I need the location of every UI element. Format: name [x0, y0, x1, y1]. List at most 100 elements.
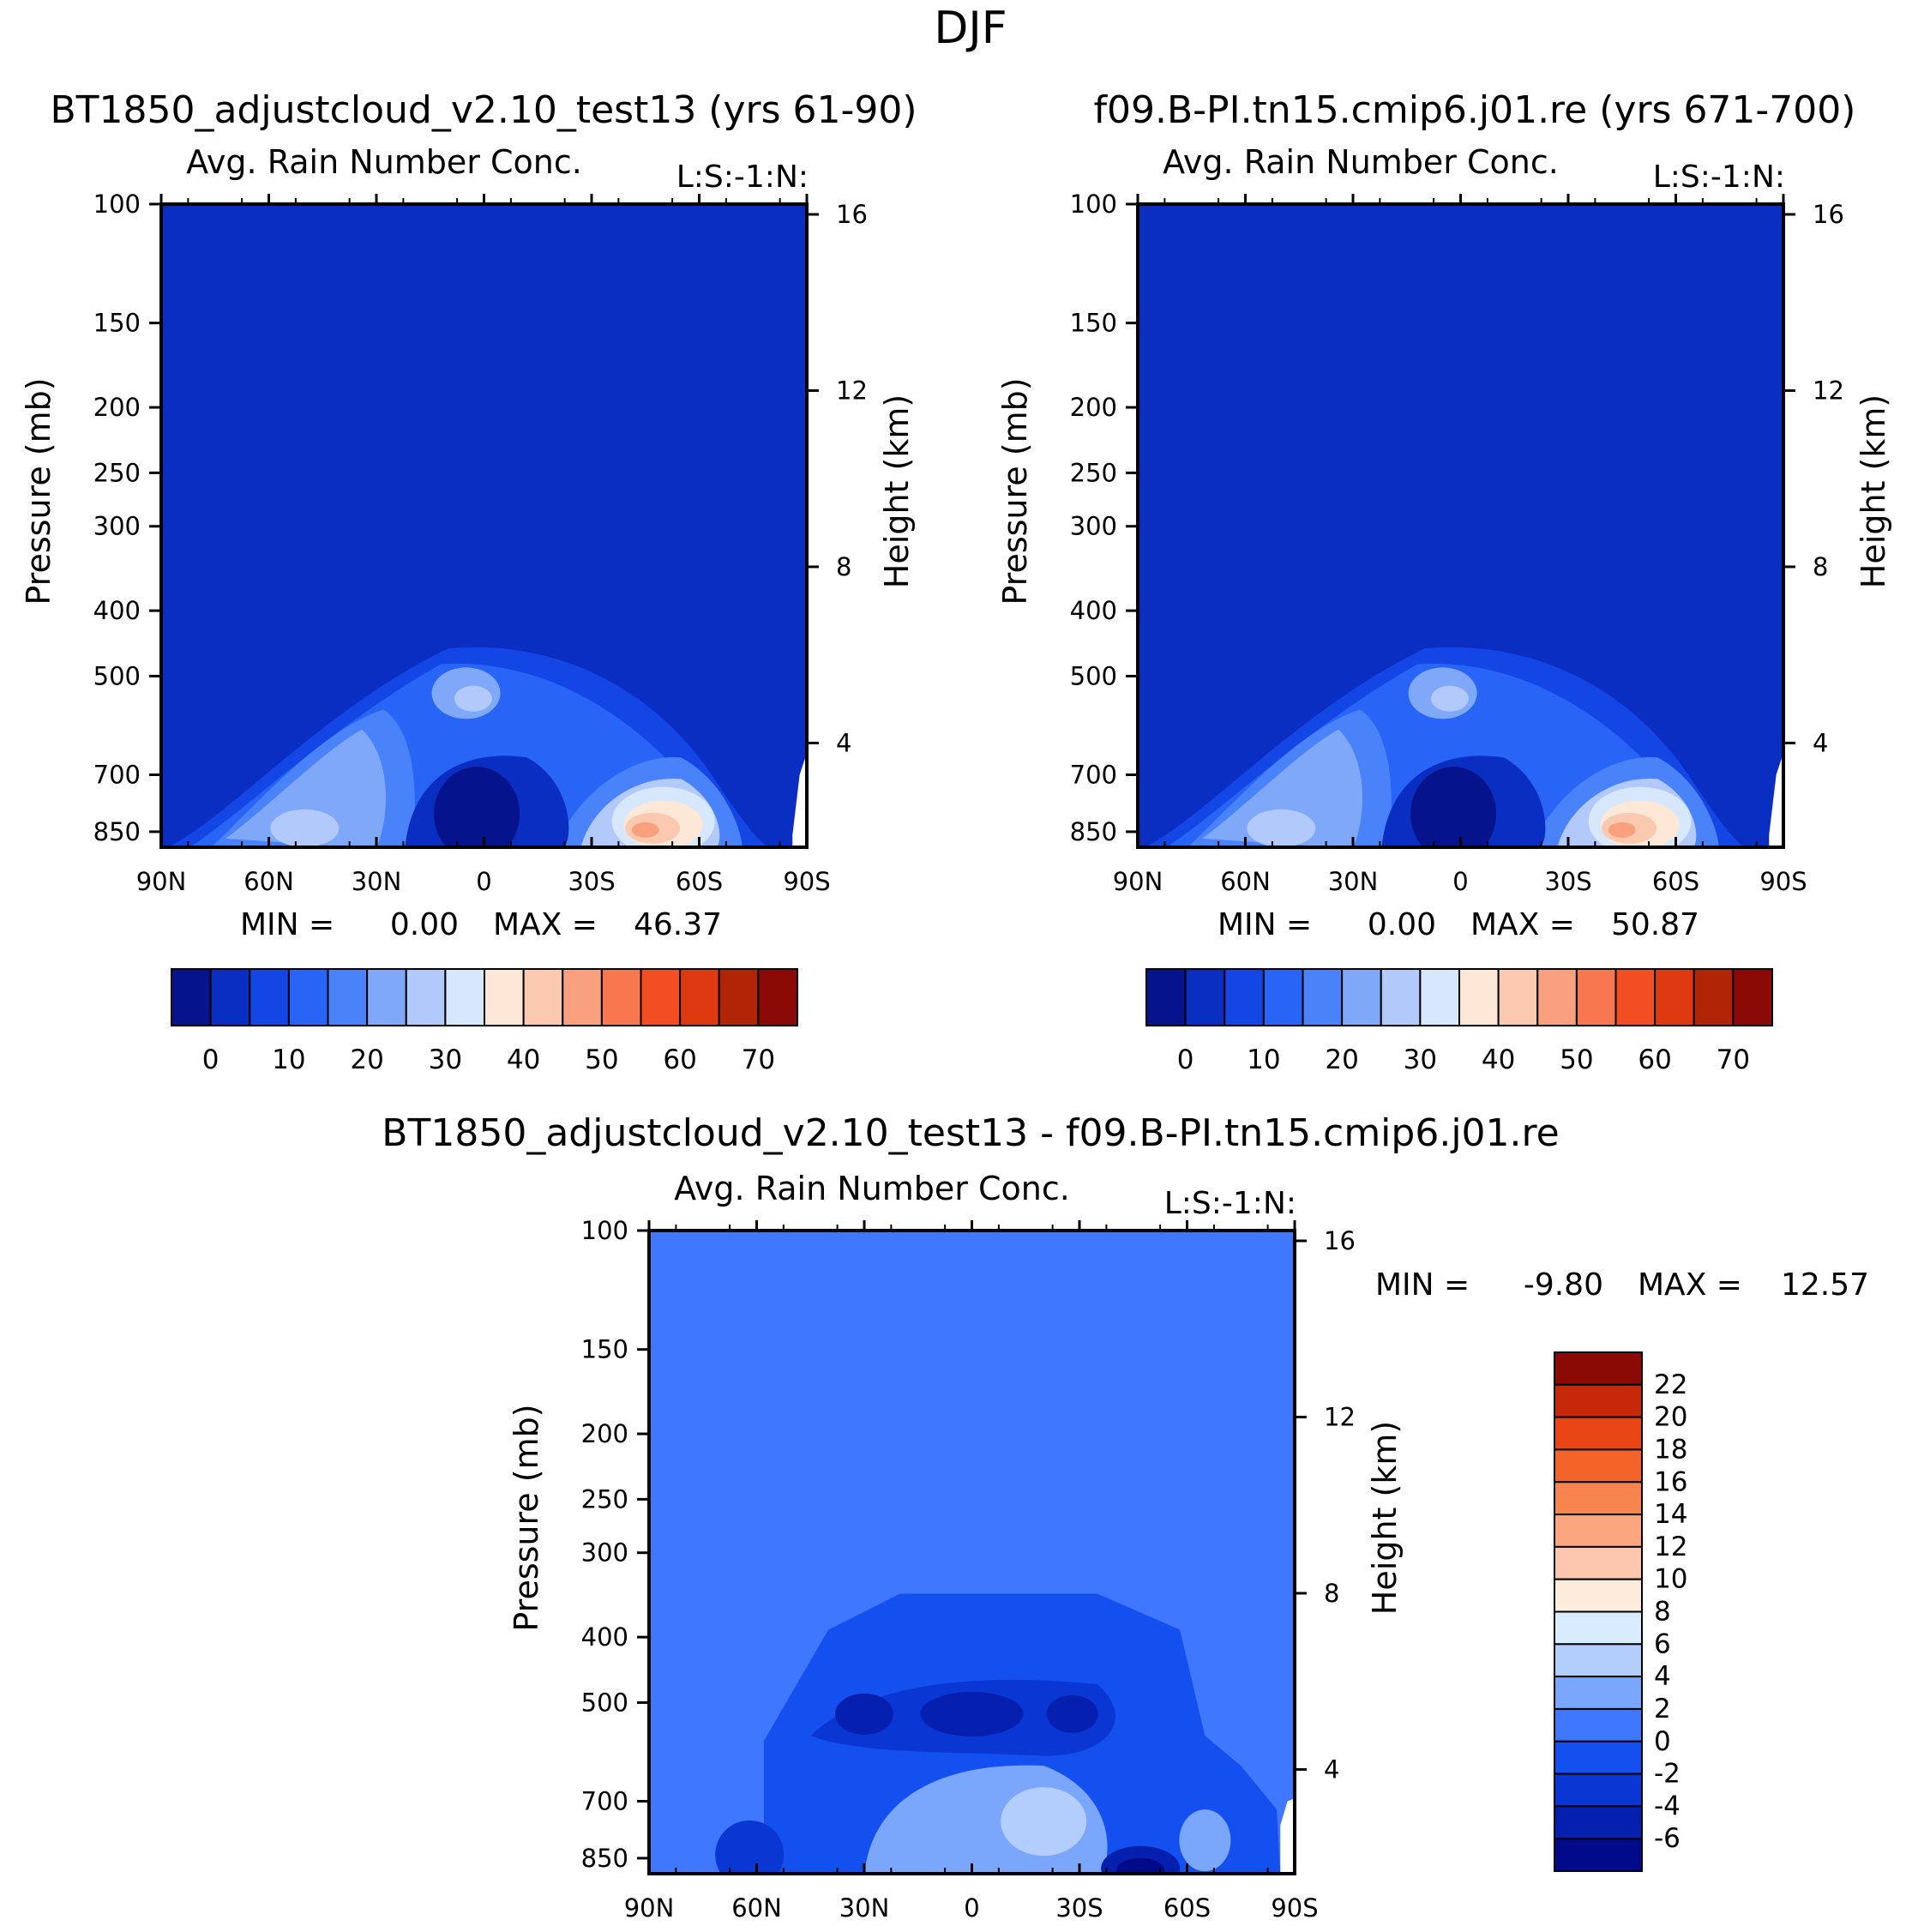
diff-band-minus-6-b	[835, 1693, 893, 1735]
colorbar-label: 6	[1654, 1628, 1671, 1659]
corner-label: L:S:-1:N:	[1653, 159, 1785, 195]
colorbar-box	[1554, 1805, 1643, 1840]
colorbar-label: 40	[507, 1044, 540, 1075]
panel-1-chart: Avg. Rain Number Conc. L:S:-1:N: 90N 60N 30N…	[20, 143, 916, 1075]
x-tick-label: 90N	[624, 1893, 675, 1923]
diff-band-minus-6-c	[1046, 1694, 1098, 1733]
plot-subtitle: Avg. Rain Number Conc.	[674, 1170, 1070, 1207]
x-tick-label: 30S	[1544, 867, 1591, 896]
colorbar-box	[679, 968, 720, 1026]
corner-label: L:S:-1:N:	[1164, 1186, 1296, 1221]
y-tick-label: 250	[93, 458, 141, 487]
y-tick-label: 200	[581, 1419, 628, 1448]
colorbar-box	[1554, 1416, 1643, 1451]
y-tick-label: 500	[93, 661, 141, 690]
panel-1-run-title: BT1850_adjustcloud_v2.10_test13 (yrs 61-…	[50, 88, 917, 132]
x-tick-label: 60N	[1220, 867, 1271, 896]
y-tick-label: 850	[1070, 817, 1117, 846]
colorbar-label: 22	[1654, 1369, 1687, 1400]
colorbar-label: 18	[1654, 1434, 1687, 1465]
y2-tick-label: 4	[1324, 1754, 1339, 1784]
x-tick-label: 90S	[1759, 867, 1807, 896]
band-level-10-sh	[631, 822, 659, 838]
y-tick-label: 100	[93, 190, 141, 219]
colorbar-label: 2	[1654, 1694, 1671, 1724]
max-label: MAX =	[1470, 907, 1575, 942]
colorbar-box	[1302, 968, 1344, 1026]
colorbar-box	[562, 968, 603, 1026]
band-level-6-upper	[454, 685, 492, 712]
y-tick-label: 150	[93, 309, 141, 338]
colorbar-label: 12	[1654, 1532, 1687, 1562]
y-tick-label: 400	[581, 1622, 628, 1652]
colorbar-box	[1341, 968, 1382, 1026]
colorbar-box	[1554, 1514, 1643, 1548]
y-tick-label: 200	[1070, 393, 1117, 422]
colorbar-box	[366, 968, 407, 1026]
colorbar-box	[757, 968, 798, 1026]
y-tick-label: 700	[581, 1787, 628, 1816]
figure-title: DJF	[934, 3, 1007, 54]
x-tick-label: 90N	[1113, 867, 1163, 896]
y2-tick-label: 8	[1324, 1579, 1339, 1608]
x-tick-label: 30S	[1055, 1893, 1103, 1923]
colorbar-box	[1497, 968, 1539, 1026]
max-label: MAX =	[493, 907, 598, 942]
diff-band-minus-8-sh	[1116, 1857, 1165, 1874]
x-tick-label: 0	[1452, 867, 1468, 896]
y2-tick-label: 12	[1324, 1402, 1356, 1431]
colorbar-label: 50	[585, 1044, 618, 1075]
y2-tick-label: 8	[1813, 552, 1828, 581]
colorbar-box	[1554, 1545, 1643, 1580]
colorbar-label: 0	[1654, 1726, 1671, 1757]
max-label: MAX =	[1638, 1267, 1742, 1303]
colorbar-box	[1732, 968, 1773, 1026]
y2-axis-label: Height (km)	[878, 394, 916, 588]
x-tick-label: 60S	[1652, 867, 1699, 896]
colorbar-label: 60	[1638, 1044, 1671, 1075]
y-tick-label: 250	[1070, 458, 1117, 487]
y-tick-label: 500	[1070, 661, 1117, 690]
colorbar-box	[1554, 1740, 1643, 1775]
min-label: MIN =	[1375, 1267, 1470, 1303]
x-tick-label: 0	[964, 1893, 979, 1923]
y-tick-label: 400	[1070, 596, 1117, 625]
band-level-5-nh	[225, 729, 386, 847]
y-tick-label: 850	[581, 1844, 628, 1873]
colorbar-box	[1184, 968, 1226, 1026]
colorbar-box	[1654, 968, 1695, 1026]
y-tick-label: 500	[581, 1688, 628, 1717]
x-tick-label: 60S	[1163, 1893, 1211, 1923]
colorbar-box	[444, 968, 485, 1026]
x-tick-label: 30N	[352, 867, 402, 896]
band-level-6-nh	[1247, 809, 1316, 847]
colorbar-box	[1554, 1383, 1643, 1418]
y2-tick-label: 16	[836, 200, 868, 229]
panel-3-run-title: BT1850_adjustcloud_v2.10_test13 - f09.B-…	[382, 1111, 1559, 1155]
colorbar-box	[327, 968, 369, 1026]
y-axis-label: Pressure (mb)	[20, 377, 57, 605]
y2-axis-label: Height (km)	[1855, 394, 1892, 588]
max-value: 12.57	[1781, 1267, 1869, 1303]
x-tick-label: 0	[476, 867, 491, 896]
colorbar-box	[1554, 1773, 1643, 1808]
x-tick-label: 60N	[244, 867, 294, 896]
colorbar-box	[1419, 968, 1460, 1026]
y2-tick-label: 12	[836, 376, 868, 405]
colorbar-label: 10	[272, 1044, 305, 1075]
y-tick-label: 150	[1070, 309, 1117, 338]
y-tick-label: 300	[93, 512, 141, 541]
y-axis-label: Pressure (mb)	[508, 1404, 545, 1631]
colorbar-box	[209, 968, 251, 1026]
colorbar-box	[640, 968, 682, 1026]
colorbar-box	[1380, 968, 1422, 1026]
min-label: MIN =	[1218, 907, 1312, 942]
y-tick-label: 300	[581, 1538, 628, 1568]
band-level-5-nh	[1202, 729, 1362, 847]
colorbar-label: -4	[1654, 1791, 1681, 1821]
max-value: 46.37	[634, 907, 722, 942]
colorbar-box	[600, 968, 642, 1026]
colorbar-box	[1554, 1707, 1643, 1742]
colorbar-label: -6	[1654, 1823, 1681, 1854]
corner-label: L:S:-1:N:	[676, 159, 809, 195]
